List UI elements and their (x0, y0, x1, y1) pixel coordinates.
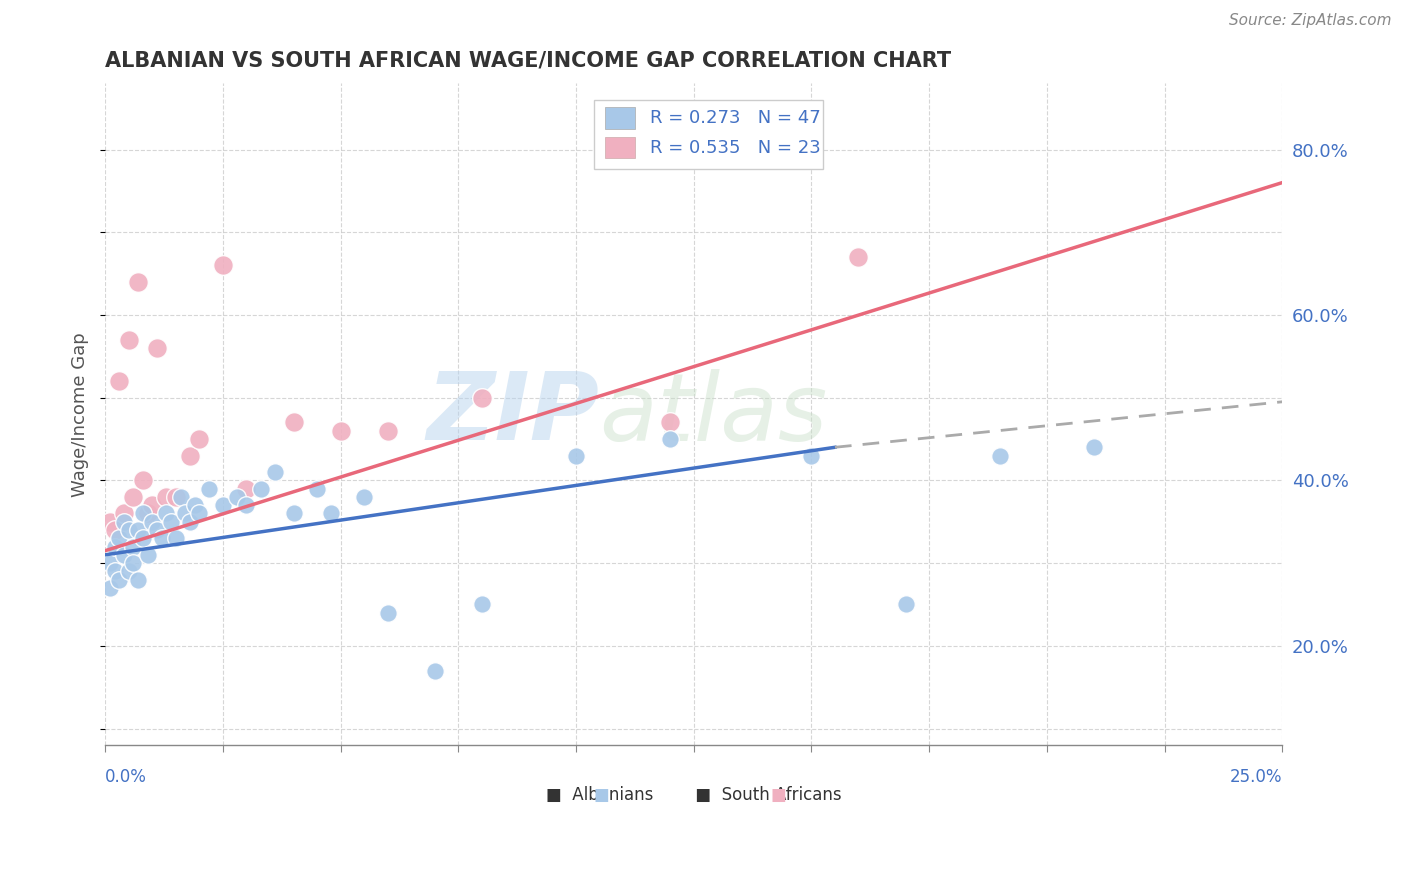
Point (894, 598, 917, 612)
Point (659, 416, 682, 430)
Point (136, 507, 159, 521)
Point (108, 374, 131, 388)
Point (141, 515, 163, 529)
Point (155, 507, 177, 521)
Point (174, 507, 197, 521)
FancyBboxPatch shape (606, 108, 636, 129)
Text: ■: ■ (593, 786, 609, 804)
Point (98, 515, 121, 529)
Text: 25.0%: 25.0% (1230, 768, 1282, 786)
Point (160, 515, 183, 529)
Text: 0.0%: 0.0% (105, 768, 148, 786)
Point (249, 482, 271, 496)
Point (377, 424, 399, 438)
Point (136, 548, 159, 562)
Point (104, 523, 127, 537)
Point (141, 498, 163, 512)
Point (565, 449, 588, 463)
Point (118, 333, 141, 347)
Text: ALBANIAN VS SOUTH AFRICAN WAGE/INCOME GAP CORRELATION CHART: ALBANIAN VS SOUTH AFRICAN WAGE/INCOME GA… (105, 51, 952, 70)
Point (226, 490, 249, 504)
Point (848, 250, 870, 264)
Point (98, 581, 121, 595)
Point (659, 432, 682, 446)
Point (1083, 440, 1105, 454)
Point (165, 490, 187, 504)
Point (112, 515, 135, 529)
Point (283, 416, 305, 430)
Point (112, 548, 135, 562)
Text: R = 0.273   N = 47: R = 0.273 N = 47 (650, 110, 821, 128)
Text: R = 0.535   N = 23: R = 0.535 N = 23 (650, 138, 821, 156)
Point (179, 449, 201, 463)
Point (104, 565, 127, 579)
Point (471, 598, 494, 612)
Point (212, 498, 235, 512)
Point (169, 490, 191, 504)
Text: ■: ■ (770, 786, 786, 804)
Point (263, 465, 285, 479)
Point (307, 482, 329, 496)
Point (108, 531, 131, 545)
Point (104, 540, 127, 554)
Point (127, 275, 149, 289)
Text: Source: ZipAtlas.com: Source: ZipAtlas.com (1229, 13, 1392, 29)
FancyBboxPatch shape (606, 136, 636, 159)
Text: ZIP: ZIP (426, 368, 599, 460)
Point (122, 540, 145, 554)
Point (179, 515, 201, 529)
Point (329, 424, 352, 438)
Point (283, 507, 305, 521)
Point (988, 449, 1011, 463)
Point (118, 523, 141, 537)
Point (800, 449, 823, 463)
Point (132, 474, 155, 488)
Point (127, 573, 149, 587)
Point (353, 490, 375, 504)
Point (122, 490, 145, 504)
Point (150, 531, 173, 545)
Point (321, 507, 343, 521)
Point (122, 556, 145, 570)
Point (212, 258, 235, 272)
Point (146, 523, 169, 537)
Point (146, 341, 169, 355)
Point (108, 573, 131, 587)
Y-axis label: Wage/Income Gap: Wage/Income Gap (72, 332, 89, 497)
Point (127, 523, 149, 537)
Point (423, 664, 446, 678)
Text: ■  Albanians        ■  South Africans: ■ Albanians ■ South Africans (546, 786, 842, 804)
Point (112, 507, 135, 521)
Point (98, 556, 121, 570)
Point (197, 482, 219, 496)
Point (188, 507, 211, 521)
Point (471, 391, 494, 405)
Point (188, 432, 211, 446)
Point (377, 606, 399, 620)
Point (235, 498, 257, 512)
Point (155, 490, 177, 504)
Point (132, 531, 155, 545)
Point (118, 565, 141, 579)
Point (183, 498, 205, 512)
Point (165, 531, 187, 545)
Text: atlas: atlas (599, 368, 828, 459)
FancyBboxPatch shape (593, 100, 823, 169)
Point (132, 507, 155, 521)
Point (235, 482, 257, 496)
